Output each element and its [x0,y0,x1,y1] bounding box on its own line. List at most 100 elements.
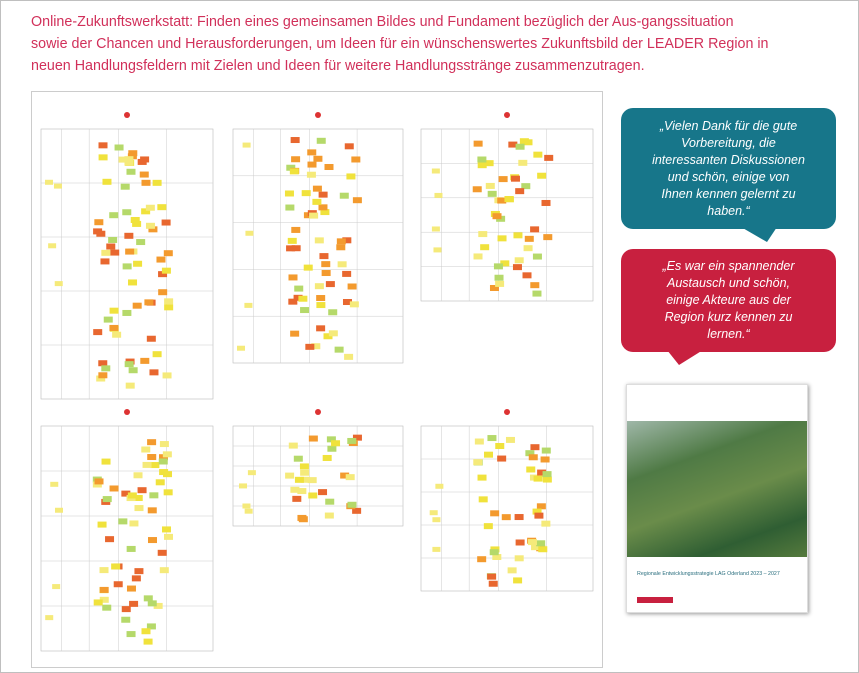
sticky-note [324,512,334,519]
sticky-note [128,150,138,157]
sticky-note [131,575,141,582]
sticky-note [316,325,326,332]
quote-line: „Es war ein spannender [662,259,795,273]
title-line: neuen Handlungsfeldern mit Zielen und Id… [31,58,645,74]
sticky-note [288,442,298,449]
quote-line: einige Akteure aus der [666,293,791,307]
sticky-note [161,526,171,533]
sticky-note [118,156,128,163]
sticky-note [541,520,551,527]
sticky-note [121,616,131,623]
sticky-note [142,461,152,468]
sticky-note [523,139,533,146]
title-line: Online-Zukunftswerkstatt: Finden eines g… [31,14,734,30]
sticky-note [352,197,362,204]
sticky-note [155,479,165,486]
sticky-note [308,492,318,499]
sticky-note [294,285,304,292]
sticky-note [158,271,168,278]
sticky-note [352,434,362,441]
sticky-note [477,156,487,163]
sticky-note [124,156,134,163]
sticky-note [488,580,498,587]
panel-table [420,425,594,592]
sticky-note [303,264,313,271]
sticky-note [124,361,134,368]
sticky-note [344,143,354,150]
sticky-note [106,243,116,250]
sticky-note [134,505,144,512]
sticky-note [435,483,444,489]
panel-dot [315,409,321,415]
sticky-note [45,615,54,621]
sticky-note [98,372,108,379]
sticky-note [300,307,310,314]
sticky-note [337,261,347,268]
sticky-note [316,295,326,302]
sticky-note [121,606,131,613]
sticky-note [129,600,139,607]
sticky-note [492,553,502,560]
sticky-note [495,280,505,287]
sticky-note [290,137,300,144]
sticky-note [515,188,525,195]
sticky-note [242,503,251,509]
sticky-note [144,299,154,306]
sticky-note [96,230,106,237]
sticky-note [514,257,524,264]
sticky-note [505,436,515,443]
sticky-note [324,164,334,171]
sticky-note [147,537,157,544]
sticky-note [434,192,443,198]
sticky-note [291,226,301,233]
sticky-note [122,263,132,270]
sticky-note [114,144,124,151]
quote-line: haben.“ [707,204,750,218]
sticky-note [314,283,324,290]
sticky-note [345,474,355,481]
sticky-note [321,261,331,268]
sticky-note [351,156,361,163]
cover-photo [627,421,807,557]
sticky-note [140,357,150,364]
sticky-note [105,536,115,543]
title: Online-Zukunftswerkstatt: Finden eines g… [31,11,769,77]
sticky-note [432,546,441,552]
sticky-note [541,199,551,206]
sticky-note [347,283,357,290]
sticky-note [145,204,155,211]
sticky-note [429,510,438,516]
sticky-note [544,154,554,161]
sticky-note [111,563,121,570]
quote-bubble: „Es war ein spannender Austausch und sch… [621,249,836,352]
sticky-note [318,191,328,198]
sticky-note [483,523,493,530]
sticky-note [342,237,352,244]
sticky-note [473,253,483,260]
sticky-note [347,437,357,444]
sticky-note [110,249,120,256]
sticky-note [301,190,311,197]
sticky-note [523,245,533,252]
sticky-note [132,220,142,227]
sticky-note [494,274,504,281]
sticky-note [541,447,551,454]
sticky-note [132,302,142,309]
sticky-note [120,183,130,190]
sticky-note [293,294,303,301]
panel-dot [124,112,130,118]
sticky-note [163,471,173,478]
sticky-note [490,510,500,517]
sticky-note [143,638,153,645]
panel-table [232,128,404,364]
sticky-note [487,435,497,442]
sticky-note [495,443,505,450]
sticky-note [316,302,326,309]
sticky-note [307,149,317,156]
sticky-note [323,333,333,340]
sticky-note [239,483,248,489]
sticky-note [300,476,310,483]
sticky-note [242,142,251,148]
sticky-note [487,573,497,580]
quote-line: Region kurz kennen zu [664,310,793,324]
